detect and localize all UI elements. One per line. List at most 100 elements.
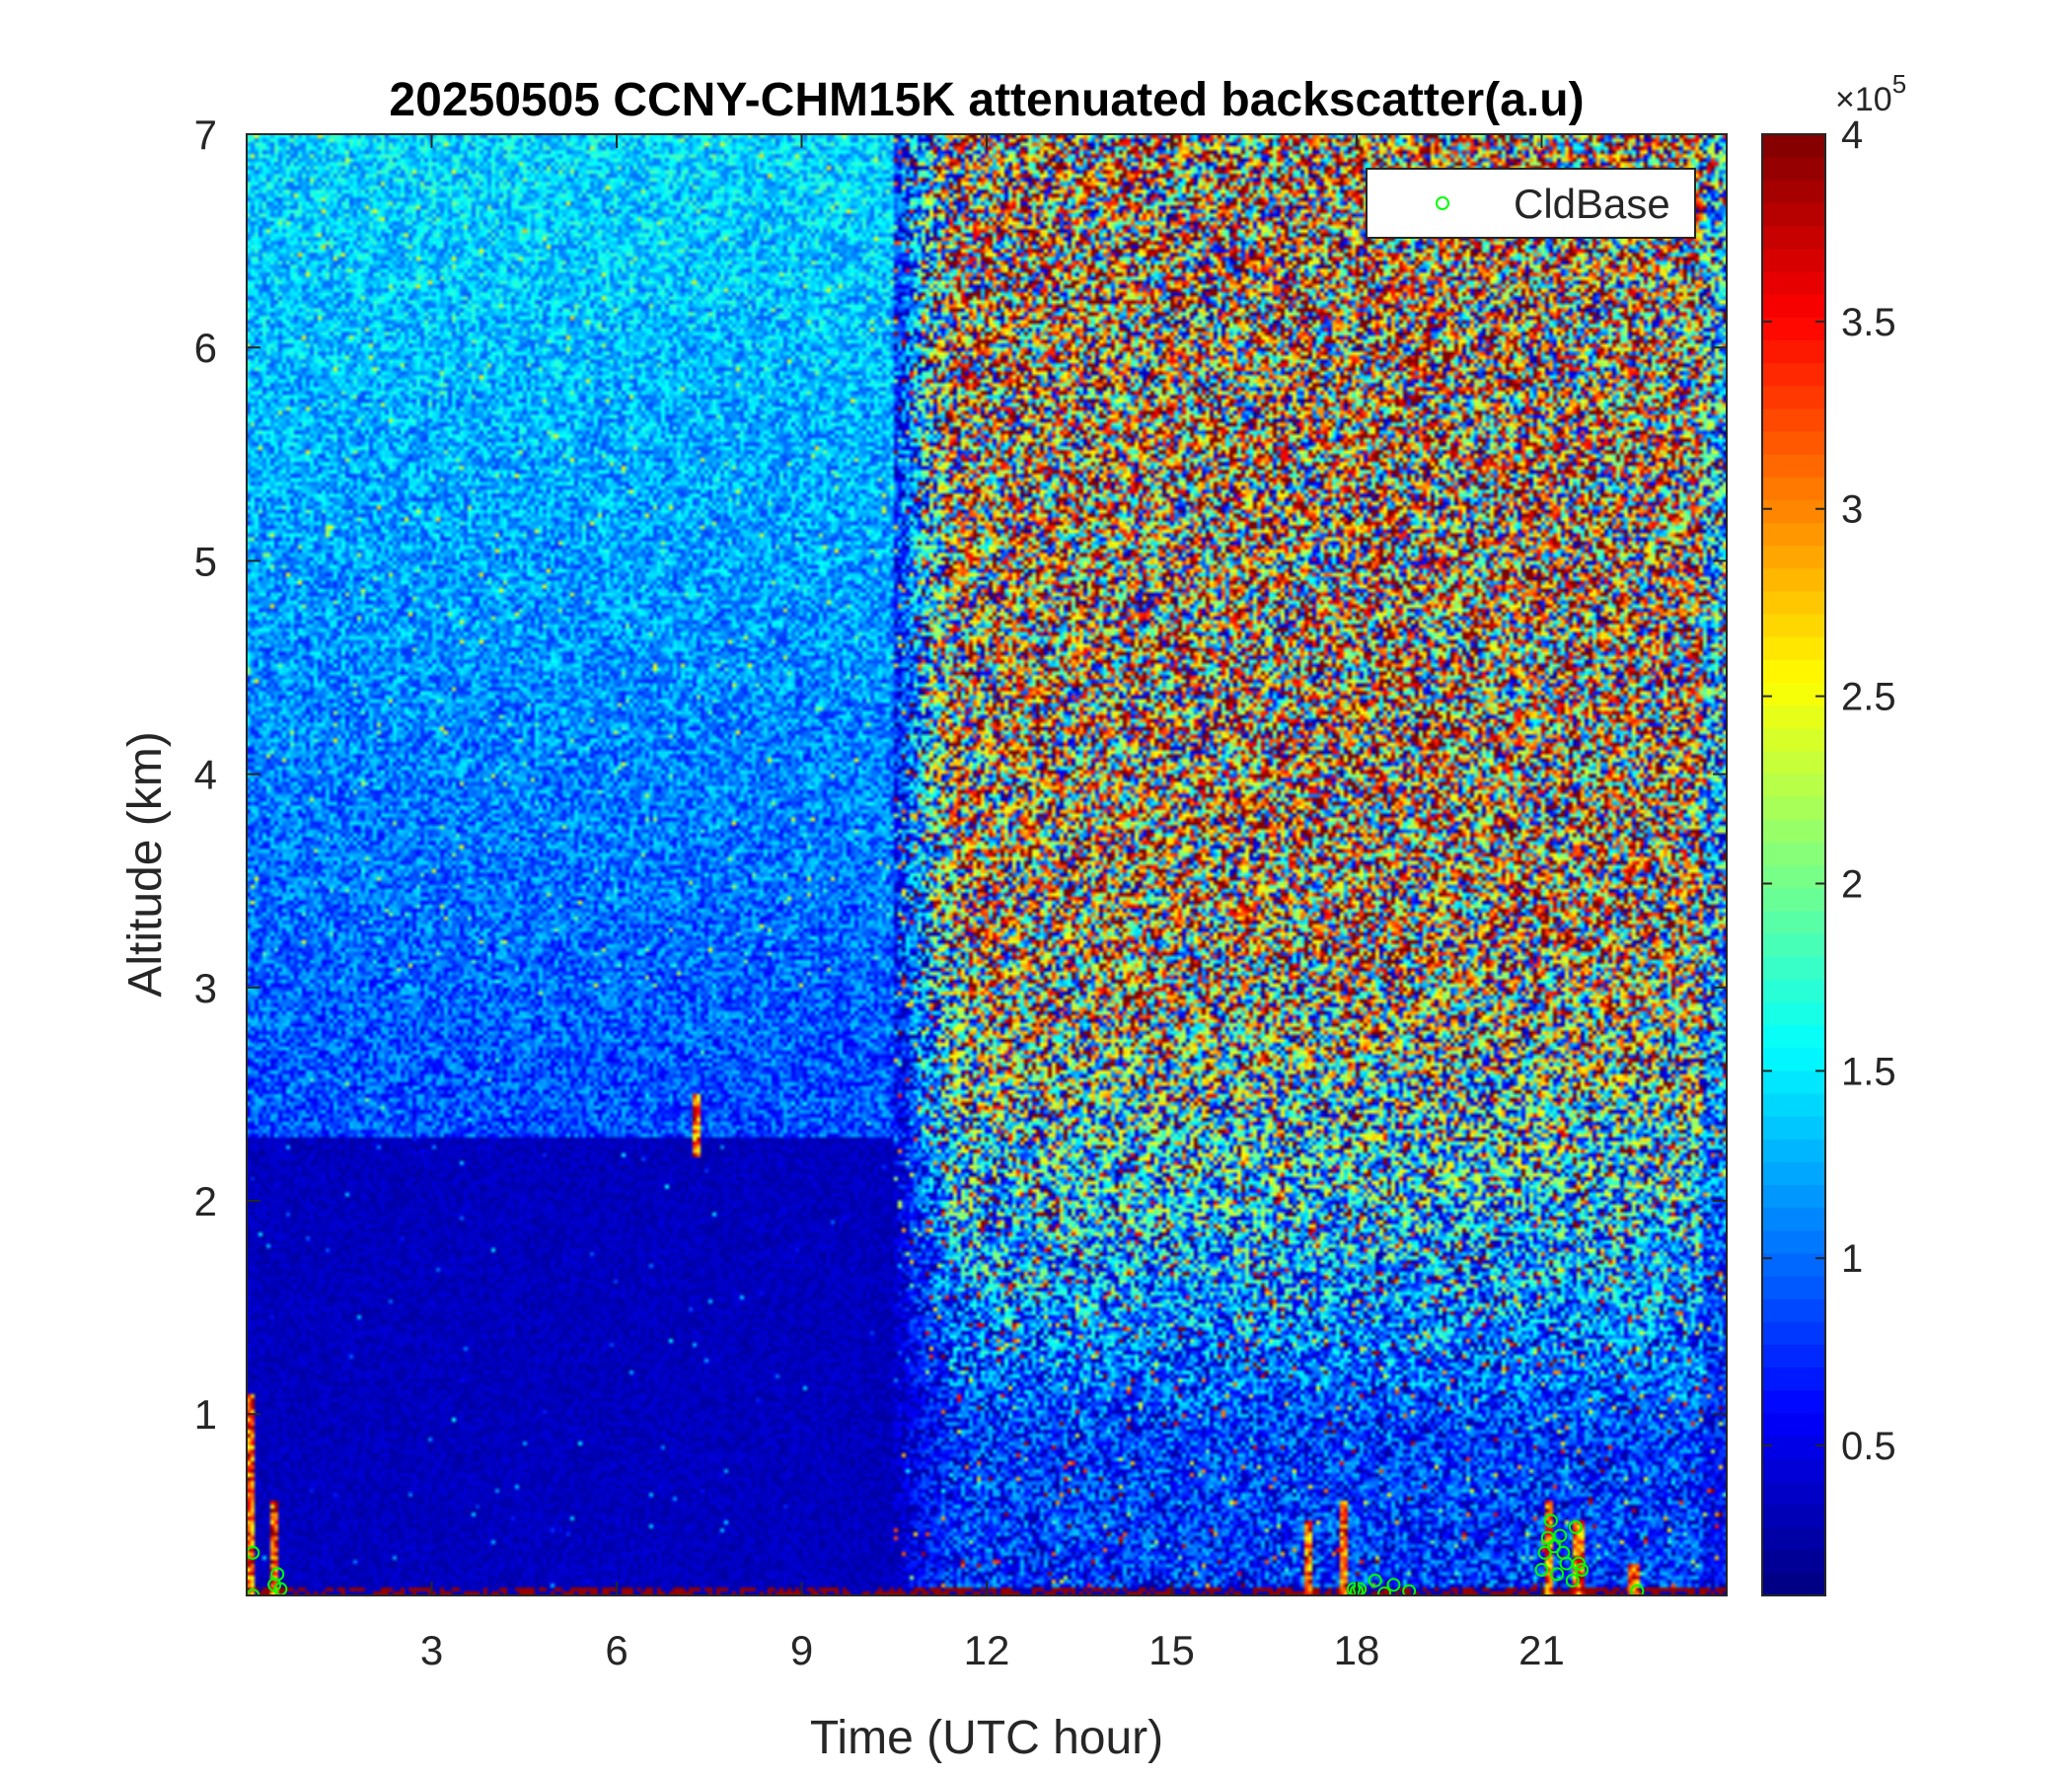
y-axis: 1 2 3 4 5 6 7 bbox=[194, 111, 1727, 1438]
colorbar-segment bbox=[1762, 499, 1825, 523]
y-tick-label: 2 bbox=[194, 1178, 217, 1224]
colorbar-segment bbox=[1762, 590, 1825, 615]
colorbar-segment bbox=[1762, 796, 1825, 820]
colorbar-segment bbox=[1762, 1549, 1825, 1574]
colorbar-segment bbox=[1762, 613, 1825, 637]
colorbar-segment bbox=[1762, 1139, 1825, 1162]
x-tick-label: 15 bbox=[1148, 1627, 1195, 1673]
heatmap-raster bbox=[247, 134, 1727, 1595]
colorbar-segment bbox=[1762, 1161, 1825, 1186]
x-tick-label: 21 bbox=[1518, 1627, 1565, 1673]
colorbar-tick-label: 2 bbox=[1841, 862, 1863, 906]
cldbase-point bbox=[1377, 1586, 1392, 1595]
colorbar-segment bbox=[1762, 1229, 1825, 1254]
colorbar-segment bbox=[1762, 453, 1825, 478]
cldbase-point bbox=[1553, 1528, 1568, 1543]
colorbar-segment bbox=[1762, 1572, 1825, 1596]
colorbar-segment bbox=[1762, 864, 1825, 889]
y-tick-label: 6 bbox=[194, 325, 217, 371]
colorbar-segment bbox=[1762, 317, 1825, 340]
colorbar bbox=[1762, 134, 1825, 1596]
colorbar-segment bbox=[1762, 385, 1825, 409]
y-tick-label: 1 bbox=[194, 1391, 217, 1438]
x-tick-label: 6 bbox=[605, 1627, 628, 1673]
colorbar-segment bbox=[1762, 522, 1825, 547]
cldbase-point bbox=[1547, 1539, 1561, 1554]
colorbar-segment bbox=[1762, 1024, 1825, 1049]
cldbase-point bbox=[1368, 1573, 1382, 1588]
legend-box bbox=[1366, 168, 1696, 239]
cldbase-point bbox=[1534, 1563, 1549, 1578]
colorbar-tick-label: 2.5 bbox=[1841, 676, 1896, 719]
colorbar-segment bbox=[1762, 910, 1825, 934]
colorbar-segment bbox=[1762, 1458, 1825, 1482]
colorbar-segment bbox=[1762, 407, 1825, 432]
colorbar-segment bbox=[1762, 430, 1825, 455]
x-tick-label: 3 bbox=[420, 1627, 443, 1673]
legend: CldBase bbox=[1366, 168, 1696, 239]
legend-entry-cldbase: CldBase bbox=[1514, 181, 1670, 227]
colorbar-segment bbox=[1762, 1276, 1825, 1299]
colorbar-segment bbox=[1762, 545, 1825, 569]
colorbar-segment bbox=[1762, 887, 1825, 912]
cldbase-point bbox=[1543, 1514, 1558, 1528]
colorbar-tick-label: 3.5 bbox=[1841, 301, 1896, 344]
y-axis-label: Altitude (km) bbox=[119, 731, 172, 997]
colorbar-segment bbox=[1762, 1412, 1825, 1437]
colorbar-segment bbox=[1762, 339, 1825, 364]
colorbar-segment bbox=[1762, 1001, 1825, 1026]
y-tick-label: 7 bbox=[194, 111, 217, 158]
colorbar-tick-label: 0.5 bbox=[1841, 1425, 1896, 1468]
colorbar-segment bbox=[1762, 1504, 1825, 1528]
cldbase-point bbox=[1537, 1545, 1552, 1560]
colorbar-segment bbox=[1762, 1184, 1825, 1209]
colorbar-segment bbox=[1762, 773, 1825, 797]
colorbar-segment bbox=[1762, 1389, 1825, 1414]
colorbar-tick-label: 4 bbox=[1841, 113, 1863, 157]
colorbar-segment bbox=[1762, 750, 1825, 775]
colorbar-segment bbox=[1762, 636, 1825, 660]
cldbase-point bbox=[1550, 1567, 1565, 1582]
colorbar-segment bbox=[1762, 225, 1825, 250]
colorbar-tick-label: 1 bbox=[1841, 1237, 1863, 1281]
colorbar-segment bbox=[1762, 293, 1825, 318]
colorbar-segment bbox=[1762, 1526, 1825, 1551]
x-tick-label: 9 bbox=[790, 1627, 813, 1673]
cldbase-markers bbox=[247, 1514, 1645, 1595]
colorbar-segment bbox=[1762, 157, 1825, 181]
cldbase-point bbox=[247, 1589, 260, 1595]
colorbar-segment bbox=[1762, 248, 1825, 272]
colorbar-frame bbox=[1761, 133, 1826, 1596]
cldbase-point bbox=[1386, 1578, 1401, 1592]
y-tick-label: 5 bbox=[194, 538, 217, 584]
colorbar-segment bbox=[1762, 1092, 1825, 1117]
heatmap-image bbox=[247, 134, 1727, 1595]
cldbase-point bbox=[270, 1567, 285, 1582]
x-tick-label: 18 bbox=[1334, 1627, 1380, 1673]
cldbase-point bbox=[1402, 1584, 1417, 1595]
colorbar-tick-label: 3 bbox=[1841, 488, 1863, 532]
colorbar-tick-label: 1.5 bbox=[1841, 1050, 1896, 1093]
x-tick-label: 12 bbox=[964, 1627, 1010, 1673]
cldbase-point bbox=[1565, 1573, 1580, 1588]
colorbar-segment bbox=[1762, 956, 1825, 980]
colorbar-segment bbox=[1762, 180, 1825, 204]
colorbar-segment bbox=[1762, 1344, 1825, 1369]
chart-title: 20250505 CCNY-CHM15K attenuated backscat… bbox=[389, 74, 1584, 126]
colorbar-segment bbox=[1762, 932, 1825, 957]
colorbar-segment bbox=[1762, 202, 1825, 227]
colorbar-segment bbox=[1762, 134, 1825, 158]
colorbar-segment bbox=[1762, 1298, 1825, 1322]
colorbar-segment bbox=[1762, 979, 1825, 1002]
colorbar-segment bbox=[1762, 1047, 1825, 1072]
colorbar-segment bbox=[1762, 819, 1825, 843]
colorbar-segment bbox=[1762, 1367, 1825, 1391]
cldbase-point bbox=[1575, 1563, 1590, 1578]
cldbase-point bbox=[1630, 1584, 1645, 1595]
colorbar-segment bbox=[1762, 567, 1825, 592]
colorbar-segment bbox=[1762, 362, 1825, 387]
colorbar-segment bbox=[1762, 704, 1825, 729]
colorbar-segment bbox=[1762, 1436, 1825, 1459]
colorbar-exponent: 5 bbox=[1892, 69, 1906, 99]
